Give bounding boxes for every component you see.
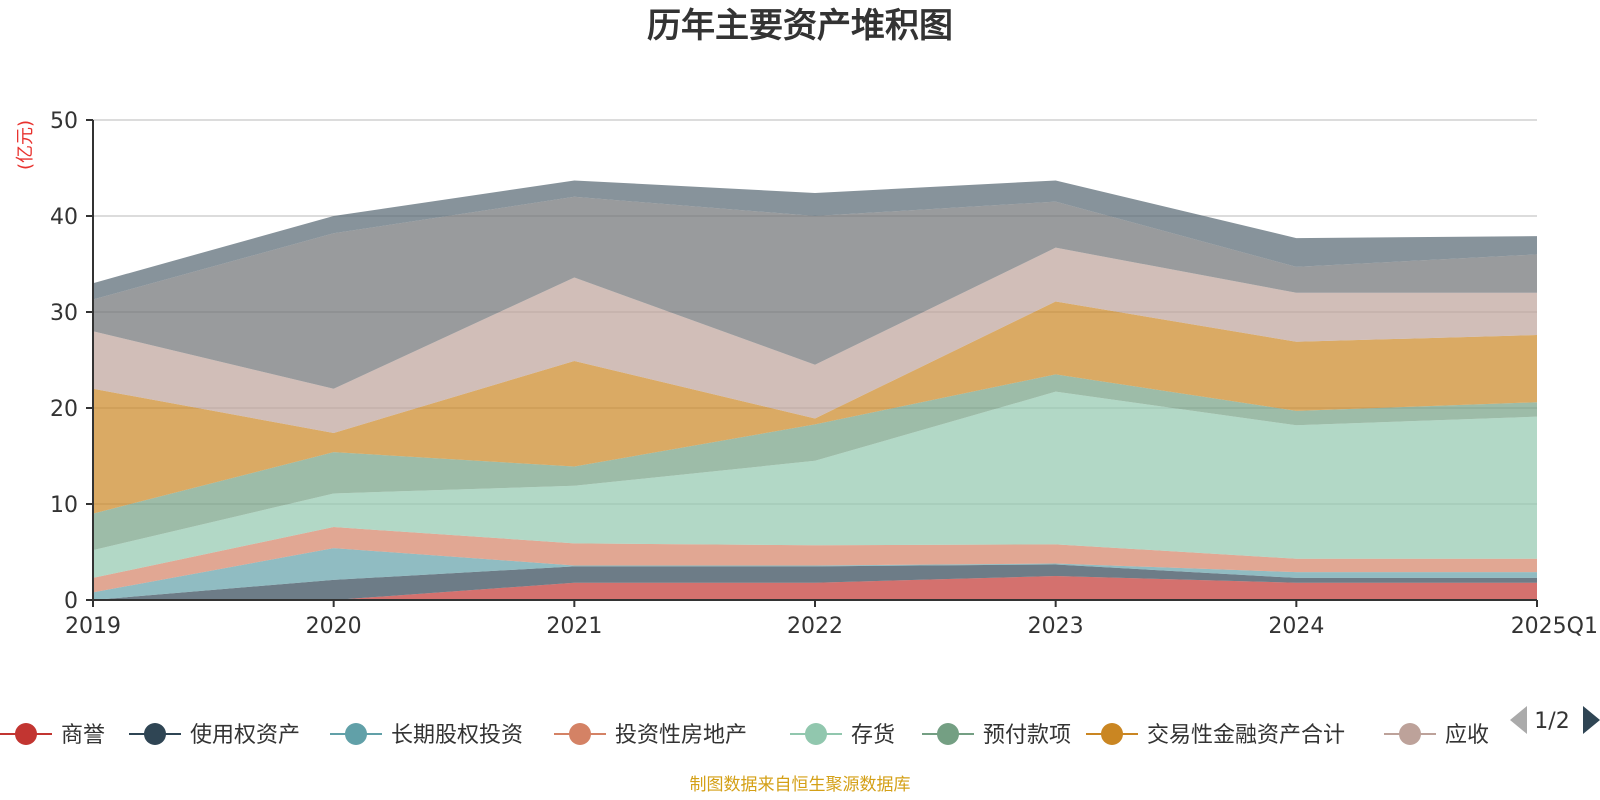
area-series-0: [93, 576, 1537, 600]
legend-label-5: 预付款项: [983, 723, 1071, 748]
area-series-9: [93, 180, 1537, 300]
y-tick-label-3: 30: [50, 301, 78, 326]
legend-label-4: 存货: [851, 723, 895, 748]
legend-item-3[interactable]: 投资性房地产: [554, 723, 747, 748]
x-tick-label-0: 2019: [65, 614, 121, 639]
area-series-7: [93, 247, 1537, 433]
legend-label-0: 商誉: [61, 723, 105, 748]
area-series-4: [93, 391, 1537, 578]
x-tick-labels: 2019 2020 2021 2022 2023 2024 2025Q1: [65, 600, 1598, 639]
y-tick-label-5: 50: [50, 109, 78, 134]
y-tick-label-1: 10: [50, 493, 78, 518]
x-tick-label-5: 2024: [1268, 614, 1324, 639]
y-tick-label-0: 0: [64, 589, 78, 614]
legend-item-2[interactable]: 长期股权投资: [330, 723, 523, 748]
area-series-8: [93, 196, 1537, 389]
x-tick-label-3: 2022: [787, 614, 843, 639]
legend-label-6: 交易性金融资产合计: [1147, 723, 1345, 748]
data-source-footer: 制图数据来自恒生聚源数据库: [690, 775, 911, 795]
legend-marker-icon-4: [805, 723, 827, 745]
x-tick-label-4: 2023: [1028, 614, 1084, 639]
legend-page-indicator: 1/2: [1534, 709, 1569, 734]
area-series: [93, 180, 1537, 600]
legend-next-arrow-icon[interactable]: [1583, 706, 1600, 734]
area-series-2: [93, 548, 1537, 600]
area-series-3: [93, 527, 1537, 593]
legend-marker-icon-6: [1101, 723, 1123, 745]
legend-item-6[interactable]: 交易性金融资产合计: [1086, 723, 1345, 748]
area-series-1: [93, 564, 1537, 600]
area-series-5: [93, 374, 1537, 551]
x-tick-label-6: 2025Q1: [1511, 614, 1598, 639]
y-tick-labels: 0 10 20 30 40 50: [50, 109, 93, 614]
area-series-6: [93, 301, 1537, 514]
y-axis-unit: (亿元): [15, 120, 36, 170]
legend-pager: 1/2: [1510, 706, 1600, 734]
legend-marker-icon-5: [937, 723, 959, 745]
legend-label-3: 投资性房地产: [615, 723, 747, 748]
legend-marker-icon-7: [1399, 723, 1421, 745]
legend-prev-arrow-icon[interactable]: [1510, 706, 1527, 734]
legend: 商誉 使用权资产 长期股权投资 投资性房地产 存货 预付款项 交易性金融资产合计 应收: [0, 723, 1489, 748]
legend-label-1: 使用权资产: [190, 723, 300, 748]
chart-title: 历年主要资产堆积图: [647, 6, 953, 46]
legend-marker-icon-0: [15, 723, 37, 745]
legend-marker-icon-3: [569, 723, 591, 745]
legend-item-0[interactable]: 商誉: [0, 723, 105, 748]
legend-marker-icon-2: [345, 723, 367, 745]
y-tick-label-2: 20: [50, 397, 78, 422]
legend-label-7: 应收: [1445, 723, 1489, 748]
legend-marker-icon-1: [144, 723, 166, 745]
y-tick-label-4: 40: [50, 205, 78, 230]
x-tick-label-1: 2020: [306, 614, 362, 639]
legend-item-1[interactable]: 使用权资产: [129, 723, 300, 748]
legend-item-7[interactable]: 应收: [1384, 723, 1489, 748]
x-tick-label-2: 2021: [546, 614, 602, 639]
legend-item-5[interactable]: 预付款项: [922, 723, 1071, 748]
legend-item-4[interactable]: 存货: [790, 723, 895, 748]
legend-label-2: 长期股权投资: [391, 723, 523, 748]
